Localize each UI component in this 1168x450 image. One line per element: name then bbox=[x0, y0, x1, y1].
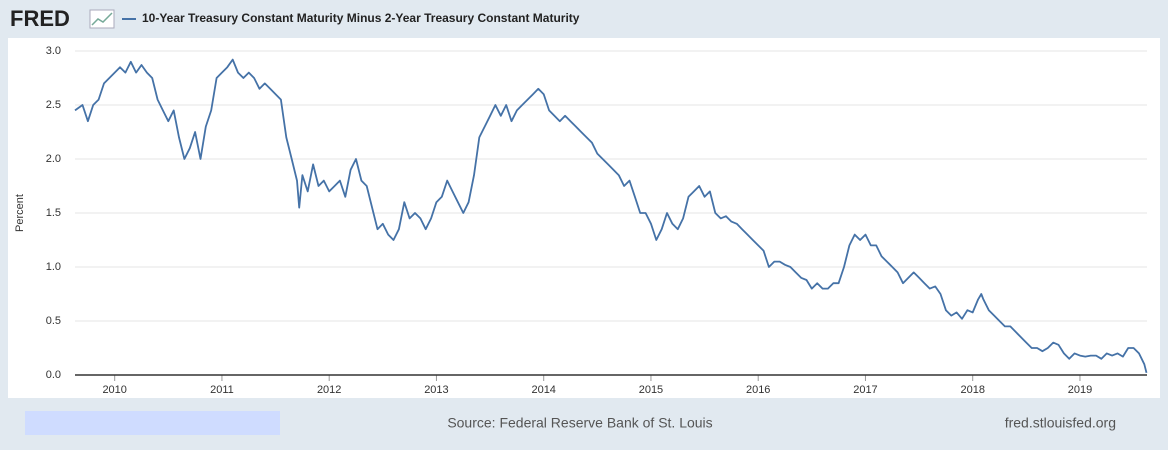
y-tick-label: 2.5 bbox=[46, 99, 61, 111]
y-axis-label: Percent bbox=[14, 194, 26, 232]
source-note: Source: Federal Reserve Bank of St. Loui… bbox=[447, 415, 712, 431]
y-tick-label: 1.5 bbox=[46, 207, 61, 219]
chart-panel bbox=[8, 38, 1160, 398]
share-box[interactable] bbox=[25, 411, 280, 435]
logo-icon-line bbox=[91, 12, 113, 26]
x-tick-label: 2011 bbox=[210, 384, 234, 396]
y-tick-label: 1.0 bbox=[46, 261, 61, 273]
y-tick-label: 0.0 bbox=[46, 369, 61, 381]
y-tick-label: 2.0 bbox=[46, 153, 61, 165]
x-tick-label: 2017 bbox=[853, 384, 877, 396]
x-tick-label: 2018 bbox=[960, 384, 984, 396]
site-link[interactable]: fred.stlouisfed.org bbox=[1005, 415, 1116, 431]
y-tick-label: 0.5 bbox=[46, 315, 61, 327]
legend-label: 10-Year Treasury Constant Maturity Minus… bbox=[142, 11, 580, 25]
x-tick-label: 2013 bbox=[424, 384, 448, 396]
x-tick-label: 2014 bbox=[531, 384, 555, 396]
x-tick-label: 2010 bbox=[102, 384, 126, 396]
data-line bbox=[74, 58, 1148, 374]
y-tick-label: 3.0 bbox=[46, 45, 61, 57]
x-tick-label: 2015 bbox=[639, 384, 663, 396]
logo-icon bbox=[89, 9, 115, 29]
x-tick-label: 2016 bbox=[746, 384, 770, 396]
brand-logo: FRED bbox=[10, 6, 70, 31]
x-tick-label: 2019 bbox=[1068, 384, 1092, 396]
x-tick-label: 2012 bbox=[317, 384, 341, 396]
